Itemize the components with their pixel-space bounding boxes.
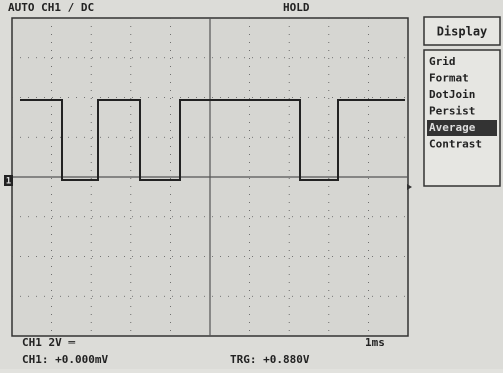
graticule [12,18,408,336]
menu-item[interactable]: Average [429,121,476,134]
menu-item[interactable]: Format [429,72,469,85]
menu-item[interactable]: DotJoin [429,88,475,101]
menu-item[interactable]: Contrast [429,138,482,151]
menu-title[interactable]: Display [437,25,488,39]
ch1-reading: CH1: +0.000mV [22,353,108,366]
menu-item[interactable]: Grid [429,55,456,68]
status-label: HOLD [283,1,310,14]
scale-label: CH1 2V ═ [22,336,75,349]
timebase-label: 1ms [365,336,385,349]
channel-marker: 1 [6,177,11,187]
trigger-reading: TRG: +0.880V [230,353,310,366]
scope-screen: AUTO CH1 / DC HOLD 1 Display Grid Format D… [0,0,503,369]
menu-box [424,50,500,186]
menu-item[interactable]: Persist [429,105,475,118]
mode-label: AUTO CH1 / DC [8,1,94,14]
